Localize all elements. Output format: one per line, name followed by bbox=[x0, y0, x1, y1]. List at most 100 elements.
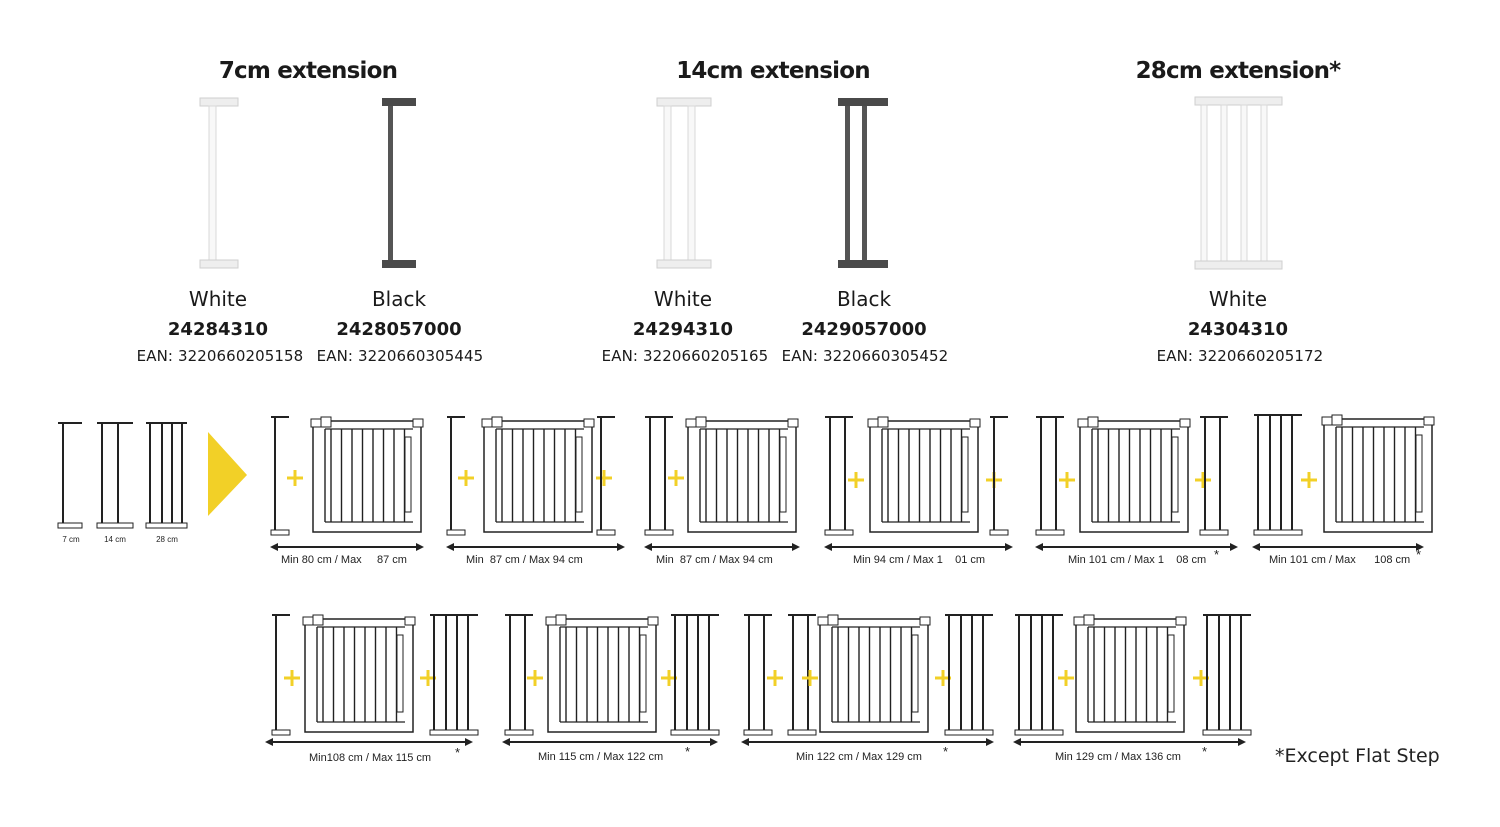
gate-panel bbox=[817, 614, 931, 733]
extension-panel bbox=[989, 416, 1009, 536]
config-asterisk: * bbox=[1416, 547, 1422, 562]
extension-panel bbox=[670, 614, 720, 736]
extension-7cm-white-image bbox=[199, 97, 239, 269]
product-title: 14cm extension bbox=[676, 58, 870, 84]
config-range-label: Min 87 cm / Max 94 cm bbox=[466, 554, 583, 566]
config-range-label: Min 129 cm / Max 136 cm bbox=[1055, 751, 1181, 763]
variant-code: 24284310 bbox=[167, 319, 269, 340]
gate-panel bbox=[1077, 416, 1191, 533]
extension-panel bbox=[743, 614, 773, 736]
product-title: 7cm extension bbox=[218, 58, 398, 84]
variant-code: 24294310 bbox=[632, 319, 734, 340]
extension-panel bbox=[271, 614, 291, 736]
extension-panel bbox=[944, 614, 994, 736]
config-range-label: Min 94 cm / Max 1 01 cm bbox=[853, 554, 986, 566]
config-range-label: Min 115 cm / Max 122 cm bbox=[538, 751, 664, 763]
extension-panel bbox=[596, 416, 616, 536]
plus-icon bbox=[661, 670, 677, 686]
plus-icon bbox=[1195, 472, 1211, 488]
config-asterisk: * bbox=[685, 744, 691, 759]
legend-28cm-extension-icon bbox=[145, 422, 188, 529]
plus-icon bbox=[935, 670, 951, 686]
variant-ean: EAN: 3220660205158 bbox=[136, 347, 304, 365]
config-range-label: Min 101 cm / Max 1 08 cm bbox=[1068, 554, 1207, 566]
gate-panel bbox=[481, 416, 595, 533]
config-range-label: Min 122 cm / Max 129 cm bbox=[796, 751, 922, 763]
dimension-arrow bbox=[1252, 543, 1424, 551]
config-range-label: Min 80 cm / Max 87 cm bbox=[281, 554, 407, 566]
config-asterisk: * bbox=[455, 745, 461, 760]
legend-size-label: 14 cm bbox=[104, 535, 126, 544]
extension-panel bbox=[429, 614, 479, 736]
variant-ean: EAN: 3220660205172 bbox=[1156, 347, 1324, 365]
variant-code: 24304310 bbox=[1187, 319, 1289, 340]
plus-icon bbox=[284, 670, 300, 686]
config-asterisk: * bbox=[943, 744, 949, 759]
plus-icon bbox=[668, 470, 684, 486]
extension-panel bbox=[504, 614, 534, 736]
plus-icon bbox=[1301, 472, 1317, 488]
extension-14cm-white-image bbox=[656, 97, 712, 269]
extension-panel bbox=[270, 416, 290, 536]
plus-icon bbox=[1058, 670, 1074, 686]
extension-panel bbox=[1014, 614, 1064, 736]
variant-color: Black bbox=[836, 287, 892, 311]
plus-icon bbox=[1059, 472, 1075, 488]
gate-panel bbox=[867, 416, 981, 533]
extension-panel bbox=[824, 416, 854, 536]
dimension-arrow bbox=[446, 543, 625, 551]
extension-panel bbox=[787, 614, 817, 736]
dimension-arrow bbox=[741, 738, 994, 746]
dimension-arrow bbox=[502, 738, 718, 746]
dimension-arrow bbox=[1035, 543, 1238, 551]
extension-panel bbox=[644, 416, 674, 536]
variant-ean: EAN: 3220660305445 bbox=[316, 347, 484, 365]
extension-panel bbox=[1202, 614, 1252, 736]
legend-7cm-extension-icon bbox=[57, 422, 83, 529]
plus-icon bbox=[527, 670, 543, 686]
gate-panel bbox=[1073, 614, 1187, 733]
dimension-arrow bbox=[265, 738, 473, 746]
config-range-label: Min 87 cm / Max 94 cm bbox=[656, 554, 773, 566]
extension-panel bbox=[1199, 416, 1229, 536]
gate-panel bbox=[545, 614, 659, 733]
plus-icon bbox=[767, 670, 783, 686]
gate-panel bbox=[310, 416, 424, 533]
variant-color: Black bbox=[371, 287, 427, 311]
variant-ean: EAN: 3220660305452 bbox=[781, 347, 949, 365]
extension-panel bbox=[446, 416, 466, 536]
variant-color: White bbox=[653, 287, 713, 311]
config-asterisk: * bbox=[1202, 744, 1208, 759]
legend-14cm-extension-icon bbox=[96, 422, 134, 529]
config-range-label: Min108 cm / Max 115 cm bbox=[309, 752, 432, 764]
variant-code: 2429057000 bbox=[801, 319, 927, 340]
gate-panel bbox=[685, 416, 799, 533]
plus-icon bbox=[1193, 670, 1209, 686]
arrow-right-icon bbox=[208, 432, 247, 516]
variant-color: White bbox=[188, 287, 248, 311]
extension-28cm-white-image bbox=[1194, 96, 1283, 270]
plus-icon bbox=[596, 470, 612, 486]
legend-size-label: 7 cm bbox=[62, 535, 80, 544]
variant-ean: EAN: 3220660205165 bbox=[601, 347, 769, 365]
config-range-label: Min 101 cm / Max 108 cm bbox=[1269, 554, 1411, 566]
dimension-arrow bbox=[270, 543, 424, 551]
extension-panel bbox=[1253, 414, 1303, 536]
plus-icon bbox=[802, 670, 818, 686]
legend-size-label: 28 cm bbox=[156, 535, 178, 544]
product-title: 28cm extension* bbox=[1135, 58, 1342, 84]
footnote: *Except Flat Step bbox=[1275, 745, 1440, 767]
variant-color: White bbox=[1208, 287, 1268, 311]
dimension-arrow bbox=[824, 543, 1013, 551]
plus-icon bbox=[458, 470, 474, 486]
dimension-arrow bbox=[1013, 738, 1246, 746]
config-asterisk: * bbox=[1214, 547, 1220, 562]
variant-code: 2428057000 bbox=[336, 319, 462, 340]
extension-14cm-black-image bbox=[838, 98, 888, 268]
extension-7cm-black-image bbox=[382, 98, 416, 268]
extension-panel bbox=[1035, 416, 1065, 536]
plus-icon bbox=[848, 472, 864, 488]
dimension-arrow bbox=[644, 543, 800, 551]
plus-icon bbox=[287, 470, 303, 486]
